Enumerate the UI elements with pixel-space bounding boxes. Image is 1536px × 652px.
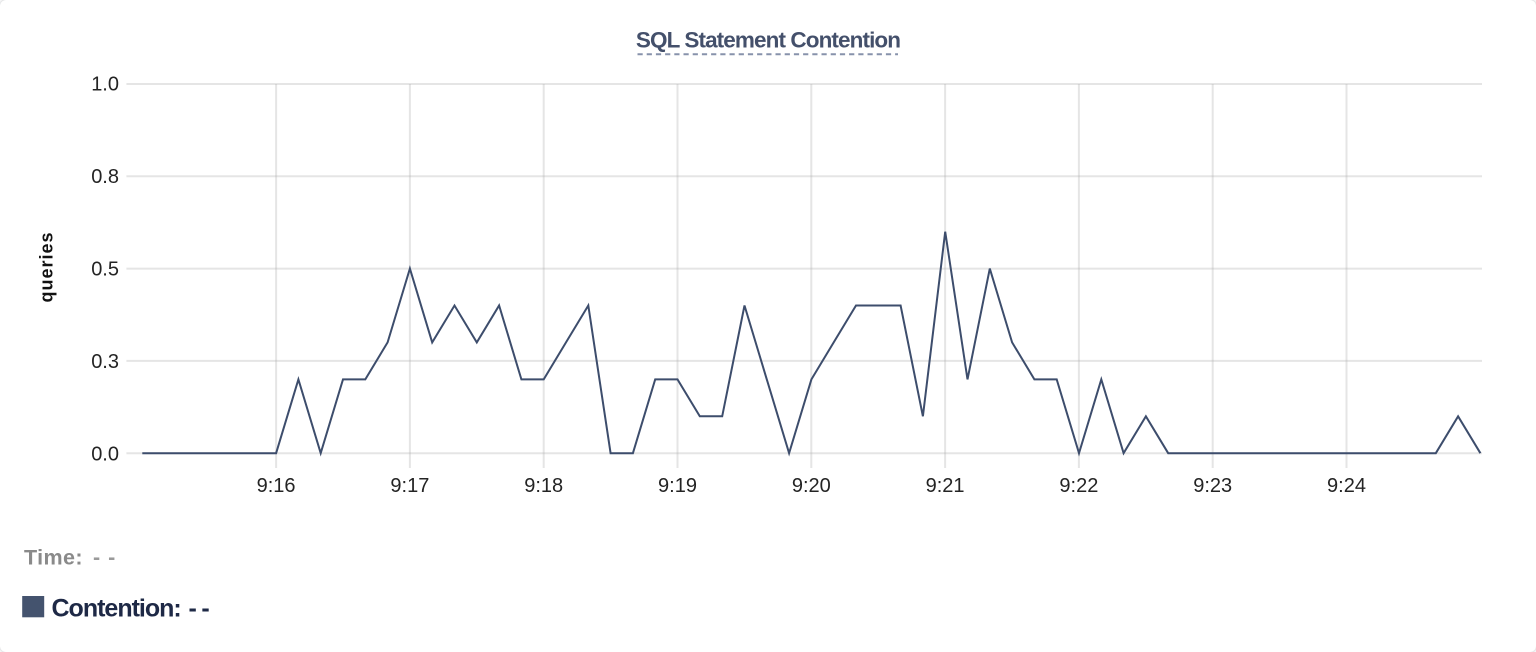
svg-text:Contention:: Contention: [52,595,181,623]
svg-text:0.8: 0.8 [91,166,119,188]
svg-text:9:23: 9:23 [1193,475,1232,497]
svg-text:9:17: 9:17 [390,475,429,497]
svg-text:9:16: 9:16 [257,475,296,497]
svg-text:SQL Statement Contention: SQL Statement Contention [636,27,900,52]
svg-text:Time:: Time: [24,546,83,570]
svg-text:1.0: 1.0 [91,73,119,95]
svg-text:queries: queries [37,231,57,302]
svg-text:0.5: 0.5 [91,259,119,281]
svg-text:0.3: 0.3 [91,351,119,373]
svg-text:9:19: 9:19 [658,475,697,497]
svg-text:9:22: 9:22 [1059,475,1098,497]
svg-text:--: -- [189,595,215,623]
svg-text:9:21: 9:21 [926,475,965,497]
svg-text:9:24: 9:24 [1327,475,1366,497]
svg-text:--: -- [93,546,123,570]
svg-text:9:18: 9:18 [524,475,563,497]
svg-text:0.0: 0.0 [91,444,119,466]
svg-text:9:20: 9:20 [792,475,831,497]
